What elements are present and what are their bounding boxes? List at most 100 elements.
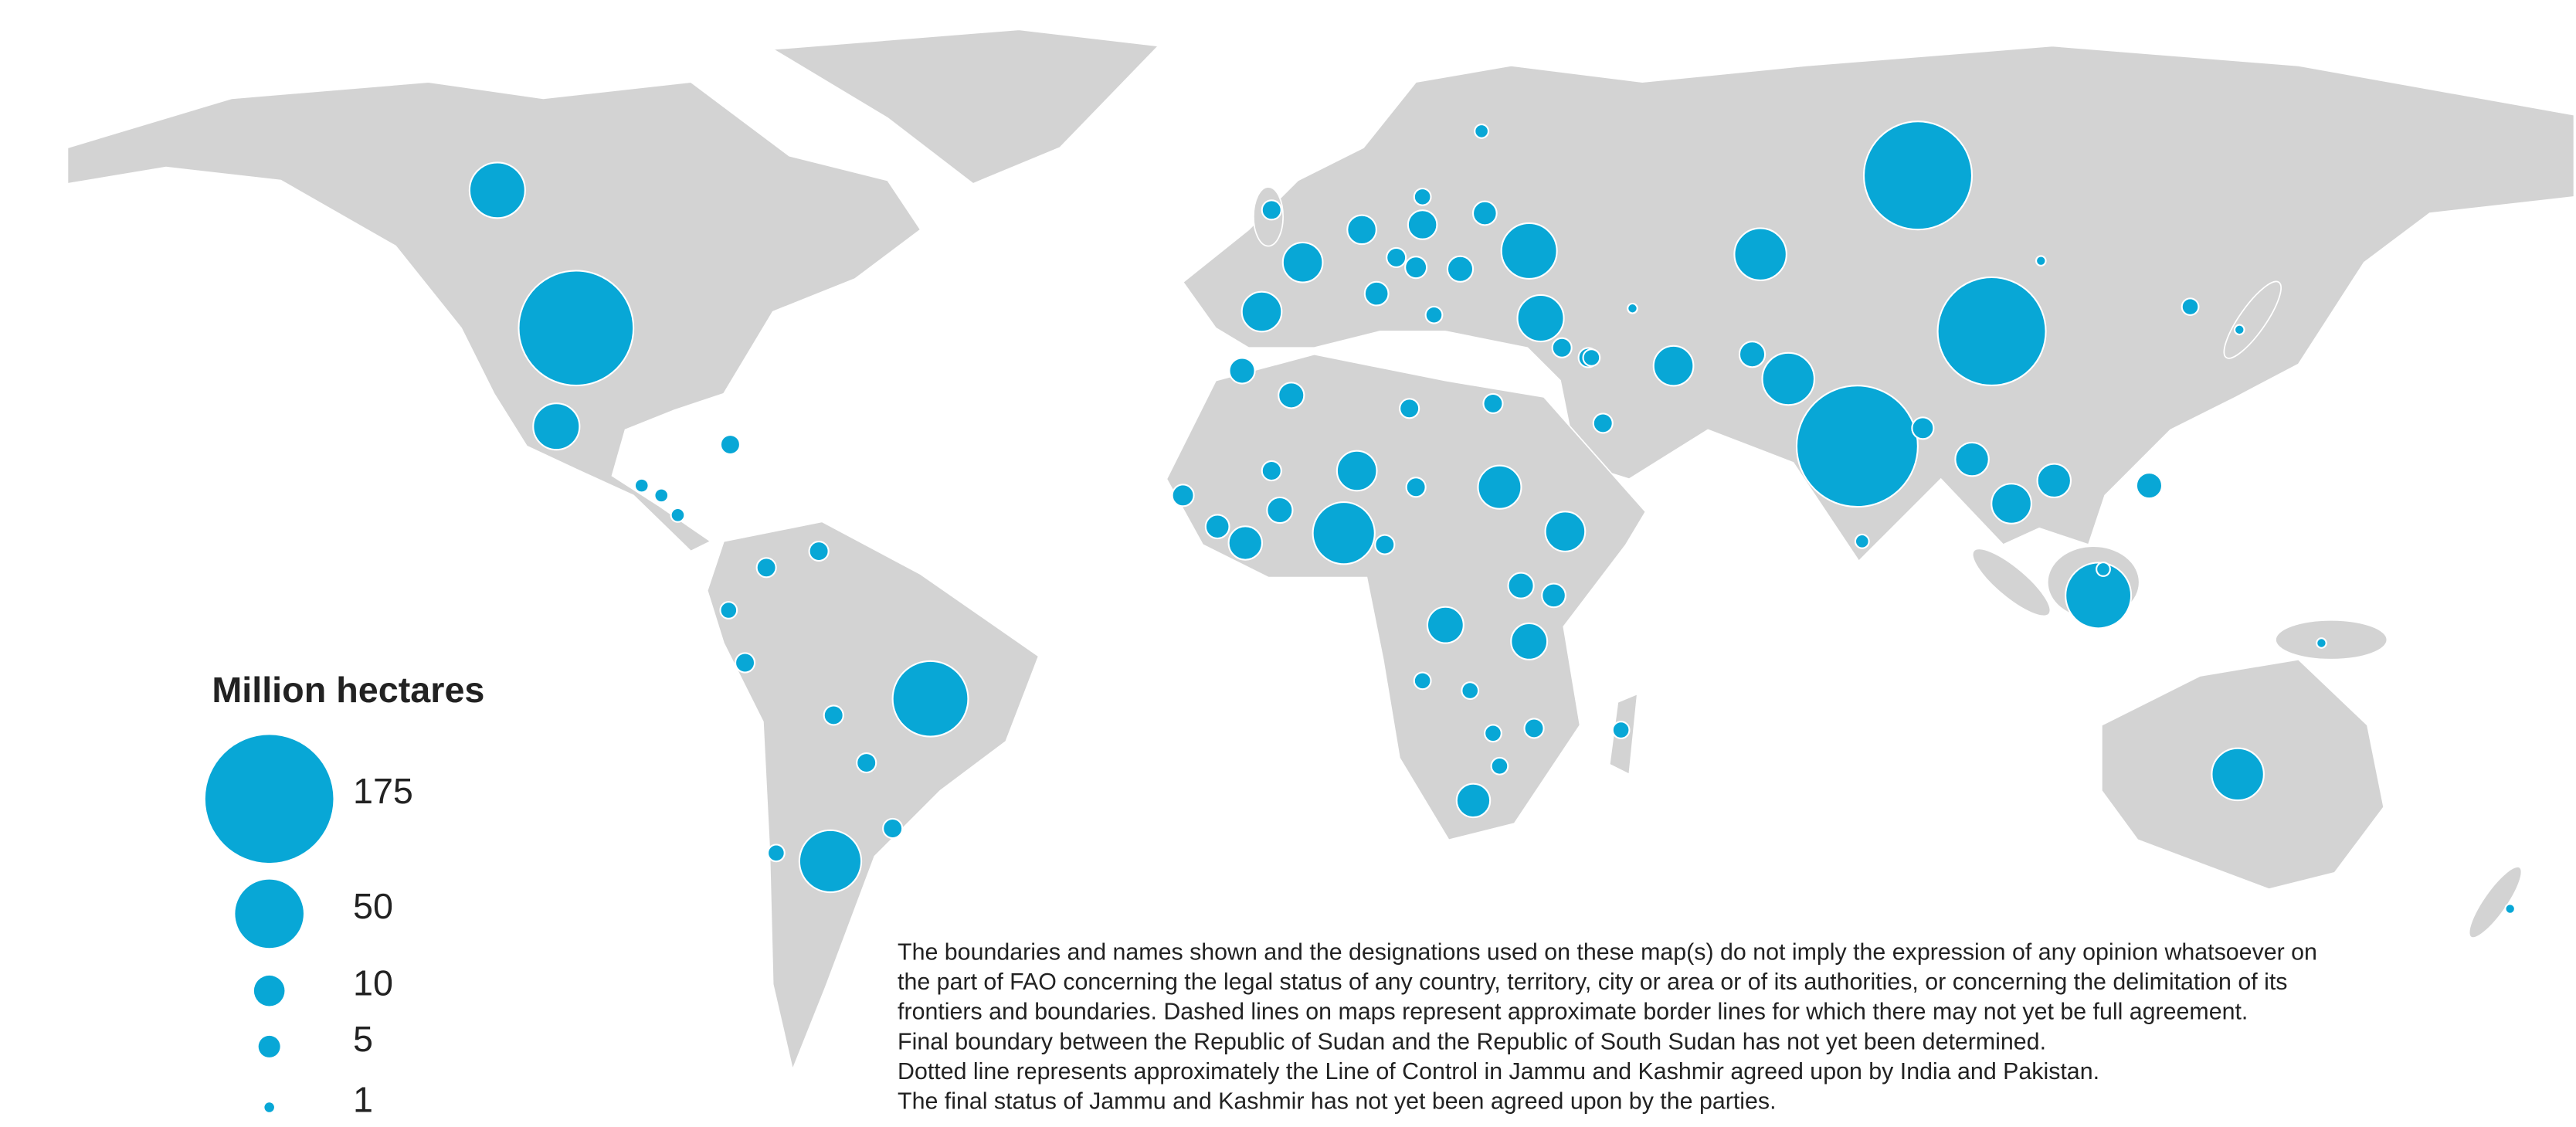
bubble: [1862, 121, 1974, 231]
japan: [2223, 280, 2282, 359]
legend-circle: [258, 1035, 280, 1057]
bubble: [2233, 324, 2245, 336]
bubble: [1795, 385, 1919, 508]
legend-circle: [253, 975, 285, 1006]
bubble: [2065, 562, 2133, 630]
bubble: [1278, 382, 1305, 409]
bubble: [1507, 572, 1535, 599]
bubble: [1426, 606, 1464, 644]
bubble: [1477, 464, 1522, 510]
bubble: [518, 270, 635, 387]
bubble: [532, 402, 581, 451]
bubble: [1611, 721, 1631, 739]
bubble: [1761, 351, 1816, 406]
bubble: [2181, 297, 2200, 317]
bubble: [1336, 450, 1378, 492]
bubble: [2316, 637, 2327, 649]
bubble: [1516, 294, 1565, 343]
bubble: [1424, 305, 1444, 324]
africa: [1166, 353, 1647, 841]
bubble: [1446, 255, 1475, 283]
bubble: [2035, 255, 2047, 266]
bubble: [1544, 511, 1587, 552]
north-america: [66, 81, 921, 552]
bubble: [1281, 241, 1324, 283]
disclaimer-line: The final status of Jammu and Kashmir ha…: [898, 1089, 1776, 1115]
bubble: [1490, 756, 1509, 776]
bubble: [1592, 412, 1614, 434]
bubble: [1261, 199, 1282, 221]
bubble: [1227, 525, 1264, 561]
greenland: [770, 29, 1160, 185]
bubble: [1652, 345, 1695, 387]
bubble: [468, 161, 526, 219]
bubble: [1171, 484, 1195, 507]
new-zealand: [2468, 866, 2523, 939]
legend-label: 10: [353, 963, 393, 1003]
bubble: [2211, 747, 2265, 802]
legend-title: Million hectares: [212, 670, 484, 710]
bubble: [1482, 392, 1504, 415]
bubble: [1936, 276, 2047, 387]
bubble: [1991, 483, 2032, 524]
bubble: [1363, 280, 1390, 307]
bubble: [1413, 671, 1432, 691]
bubble: [1854, 533, 1870, 549]
legend-label: 50: [353, 886, 393, 926]
bubble: [1523, 718, 1545, 739]
bubble: [766, 844, 786, 863]
bubble: [1954, 441, 1990, 477]
bubble: [1374, 534, 1396, 555]
bubble: [1471, 200, 1498, 226]
bubble: [1474, 123, 1490, 139]
south-america: [706, 521, 1040, 1072]
new-guinea: [2275, 619, 2388, 660]
eurasia: [1182, 45, 2575, 562]
disclaimer-line: Dotted line represents approximately the…: [898, 1059, 2099, 1085]
bubble: [808, 540, 830, 562]
bubble: [1582, 348, 1601, 367]
bubble: [1228, 357, 1256, 385]
bubble: [798, 829, 863, 894]
bubble: [1738, 341, 1767, 368]
bubble: [882, 817, 904, 840]
legend-label: 1: [353, 1079, 373, 1119]
bubble: [1510, 622, 1549, 660]
bubble: [653, 487, 670, 504]
bubble: [1413, 187, 1432, 206]
legend-circle: [235, 879, 304, 949]
disclaimer-line: frontiers and boundaries. Dashed lines o…: [898, 1000, 2248, 1025]
bubble: [633, 477, 650, 494]
bubble: [1911, 416, 1935, 440]
bubbles: [468, 121, 2516, 915]
bubble: [670, 507, 686, 523]
bubble: [1455, 782, 1492, 819]
legend-label: 5: [353, 1019, 373, 1059]
bubble: [1266, 496, 1294, 524]
bubble: [1399, 398, 1420, 419]
bubble: [891, 660, 969, 738]
legend-circle: [205, 735, 334, 864]
bubble: [1405, 477, 1427, 498]
bubble: [1500, 222, 1558, 280]
bubble: [1461, 681, 1480, 700]
bubble: [1204, 514, 1230, 540]
bubble: [1407, 209, 1438, 240]
bubble: [2096, 562, 2111, 577]
bubble: [1346, 214, 1377, 246]
bubble: [1240, 290, 1283, 333]
bubble: [1312, 501, 1376, 565]
bubble: [2036, 463, 2072, 499]
bubble: [2504, 903, 2516, 915]
bubble: [823, 704, 844, 726]
bubble: [1541, 582, 1566, 609]
disclaimer-line: the part of FAO concerning the legal sta…: [898, 969, 2287, 995]
bubble: [2135, 471, 2164, 500]
bubble: [734, 652, 756, 674]
bubble: [1551, 337, 1573, 358]
bubble: [1484, 724, 1502, 743]
bubble: [1261, 460, 1282, 482]
